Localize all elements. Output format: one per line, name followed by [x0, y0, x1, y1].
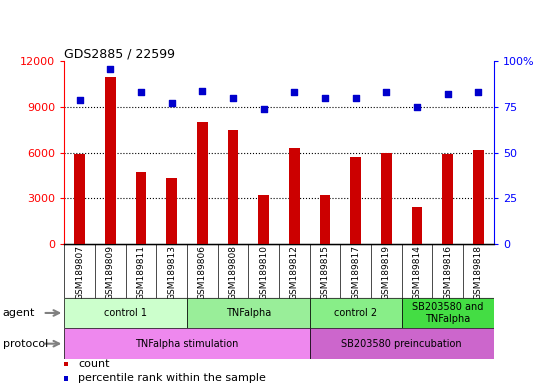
Point [136, 89, 145, 96]
Bar [105, 77, 116, 244]
Text: GSM189819: GSM189819 [382, 245, 391, 300]
Text: TNFalpha: TNFalpha [225, 308, 271, 318]
Bar [310, 328, 494, 359]
Text: protocol: protocol [3, 339, 48, 349]
Point [290, 89, 299, 96]
Text: control 2: control 2 [334, 308, 377, 318]
Point [412, 104, 421, 110]
Text: TNFalpha stimulation: TNFalpha stimulation [135, 339, 239, 349]
Point [382, 89, 391, 96]
Text: GSM189813: GSM189813 [167, 245, 176, 300]
Point [443, 91, 452, 98]
Text: GSM189815: GSM189815 [320, 245, 330, 300]
Text: SB203580 preincubation: SB203580 preincubation [341, 339, 462, 349]
Text: GSM189816: GSM189816 [443, 245, 453, 300]
Text: GSM189809: GSM189809 [105, 245, 115, 300]
Point [351, 95, 360, 101]
Bar [320, 195, 330, 244]
Text: agent: agent [3, 308, 35, 318]
Bar [402, 298, 494, 328]
Point [105, 66, 115, 72]
Point [474, 89, 483, 96]
Bar [381, 152, 392, 244]
Bar [289, 148, 300, 244]
Text: percentile rank within the sample: percentile rank within the sample [78, 373, 266, 383]
Text: GSM189811: GSM189811 [136, 245, 146, 300]
Text: GSM189818: GSM189818 [474, 245, 483, 300]
Bar [258, 195, 269, 244]
Bar [197, 122, 208, 244]
Text: GDS2885 / 22599: GDS2885 / 22599 [64, 47, 175, 60]
Point [198, 88, 206, 94]
Text: SB203580 and
TNFalpha: SB203580 and TNFalpha [412, 302, 483, 324]
Text: count: count [78, 359, 109, 369]
Text: GSM189812: GSM189812 [290, 245, 299, 300]
Bar [64, 328, 310, 359]
Text: GSM189814: GSM189814 [412, 245, 422, 300]
Text: GSM189807: GSM189807 [75, 245, 84, 300]
Text: GSM189808: GSM189808 [228, 245, 238, 300]
Point [228, 95, 237, 101]
Bar [310, 298, 402, 328]
Text: GSM189817: GSM189817 [351, 245, 360, 300]
Bar [350, 157, 361, 244]
Point [167, 100, 176, 106]
Bar [412, 207, 422, 244]
Bar [187, 298, 310, 328]
Point [320, 95, 329, 101]
Bar [442, 154, 453, 244]
Text: control 1: control 1 [104, 308, 147, 318]
Point [75, 97, 84, 103]
Text: GSM189810: GSM189810 [259, 245, 268, 300]
Bar [136, 172, 146, 244]
Bar [166, 179, 177, 244]
Bar [74, 154, 85, 244]
Bar [64, 298, 187, 328]
Bar [473, 150, 484, 244]
Text: GSM189806: GSM189806 [198, 245, 207, 300]
Point [259, 106, 268, 112]
Bar [228, 130, 238, 244]
